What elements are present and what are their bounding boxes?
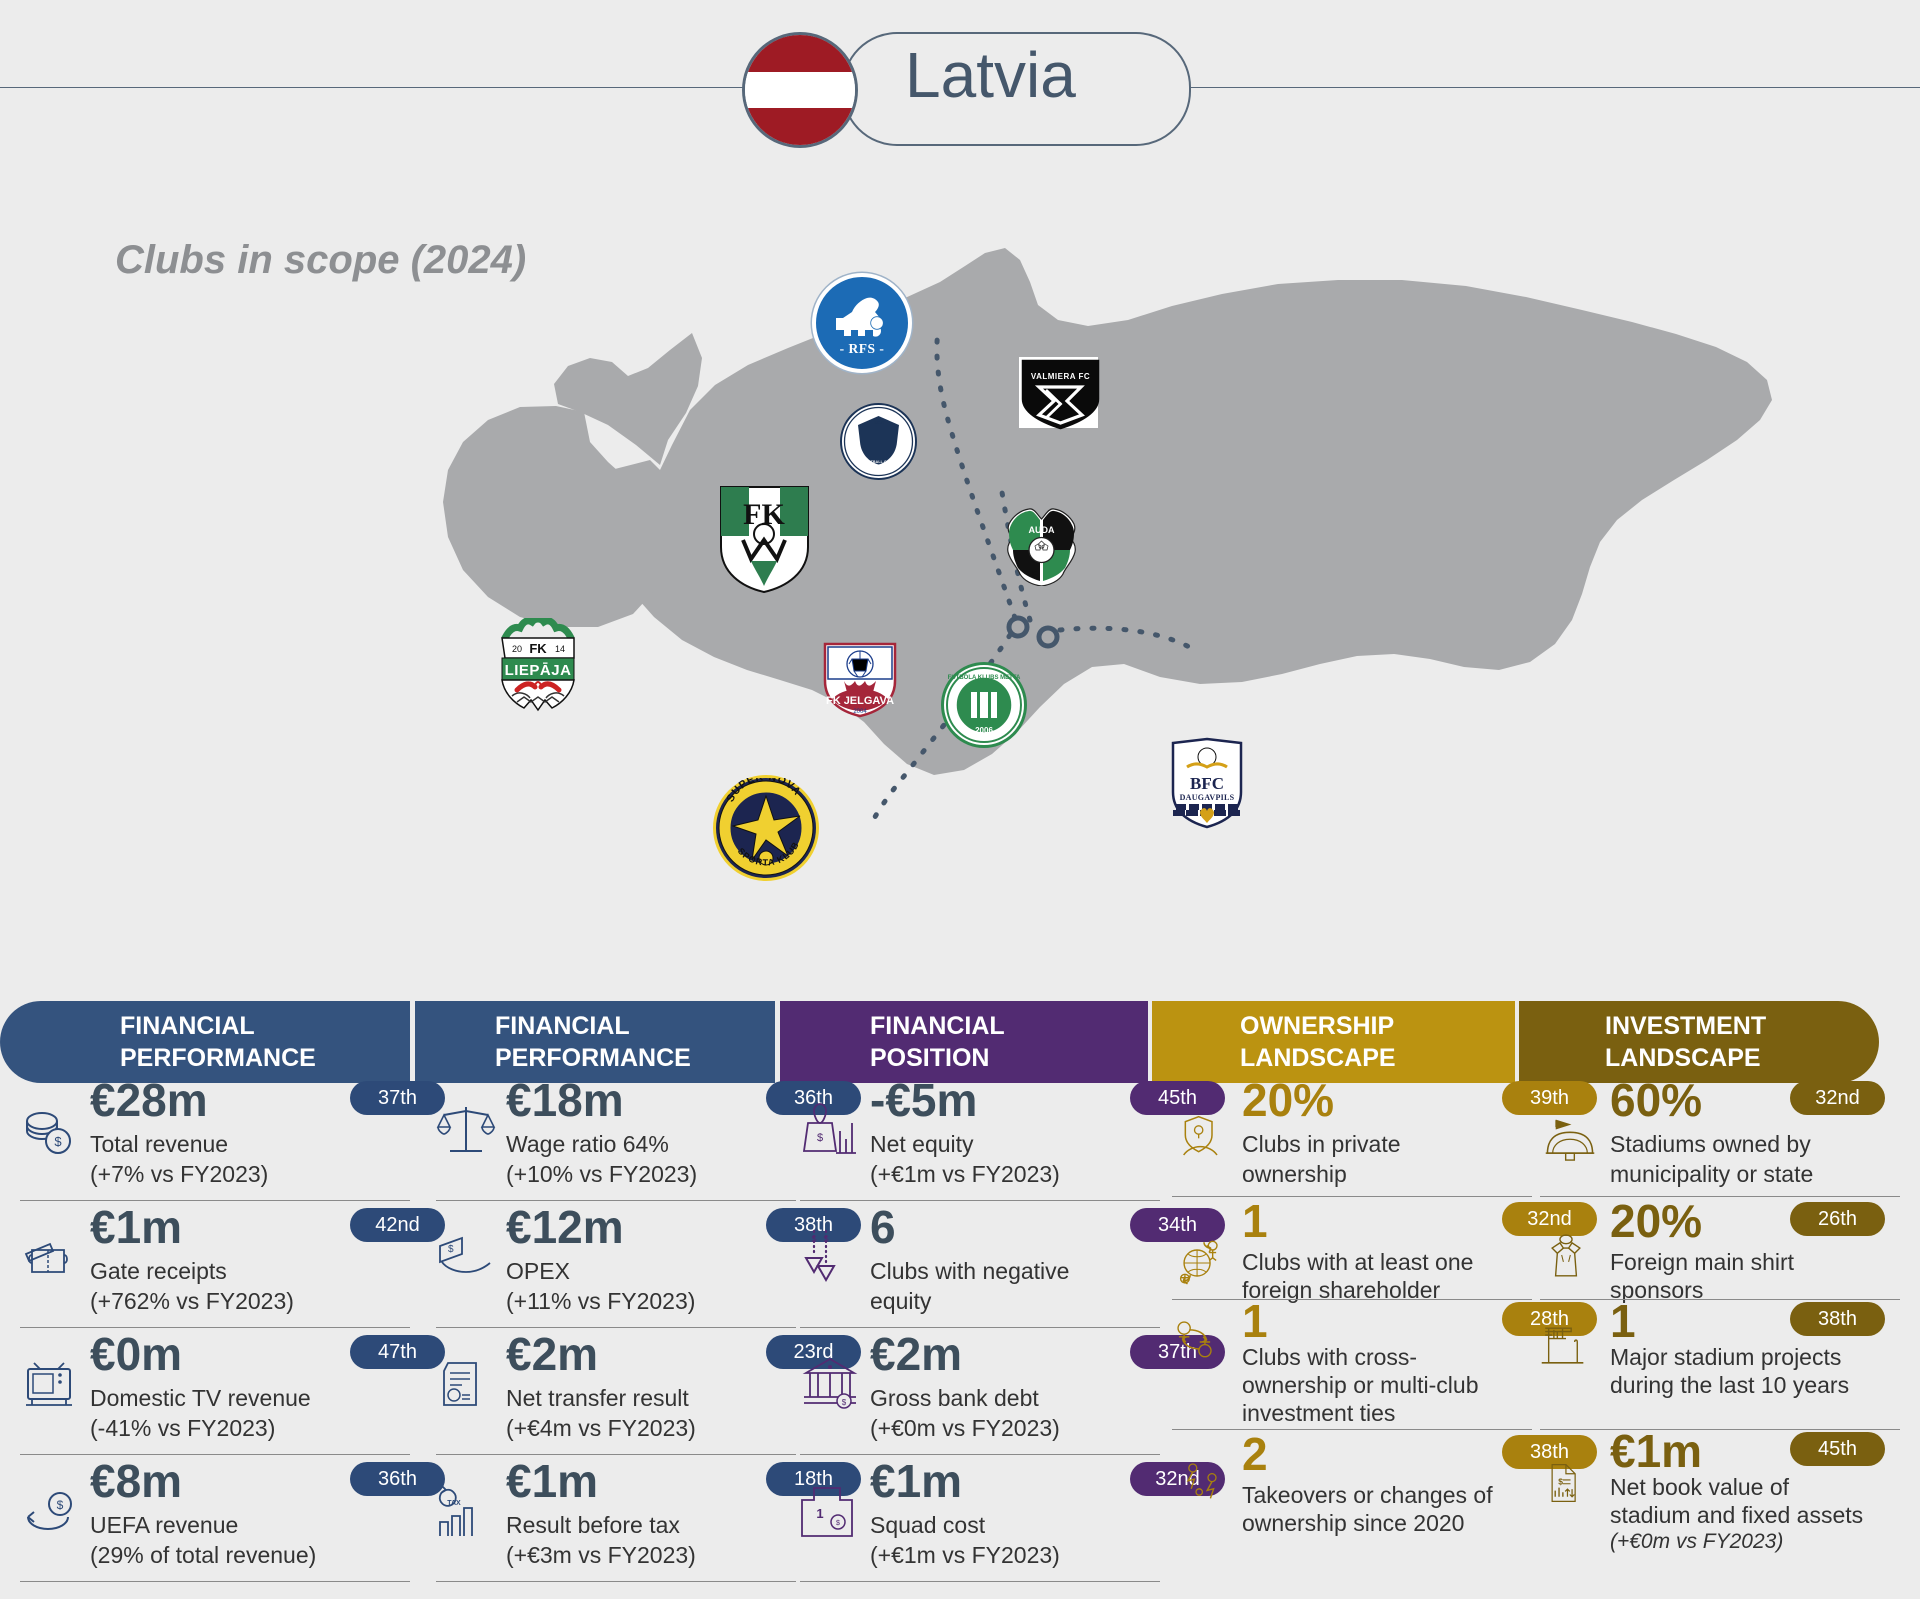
svg-text:FUTBOLA KLUBS METTA: FUTBOLA KLUBS METTA <box>948 675 1021 681</box>
svg-text:AUDA: AUDA <box>1029 525 1055 535</box>
svg-text:$: $ <box>57 1498 64 1512</box>
svg-text:$: $ <box>842 1398 847 1407</box>
svg-text:$: $ <box>54 1134 62 1149</box>
svg-text:RIGA: RIGA <box>873 420 884 425</box>
svg-text:FK JELGAVA: FK JELGAVA <box>826 695 894 707</box>
svg-text:- RFS -: - RFS - <box>840 341 885 356</box>
svg-text:14: 14 <box>555 644 565 654</box>
svg-text:$: $ <box>817 1132 823 1144</box>
svg-text:1: 1 <box>816 1506 823 1521</box>
svg-text:VALMIERA FC: VALMIERA FC <box>1031 372 1090 381</box>
svg-text:LIEPĀJA: LIEPĀJA <box>505 662 572 679</box>
svg-text:$: $ <box>448 1244 454 1255</box>
svg-text:FOOTBALL CLUB: FOOTBALL CLUB <box>863 460 895 464</box>
svg-text:20: 20 <box>512 644 522 654</box>
svg-text:DAUGAVPILS: DAUGAVPILS <box>1180 793 1235 802</box>
svg-text:K: K <box>1046 570 1052 579</box>
svg-text:$: $ <box>823 1234 828 1244</box>
svg-text:2004: 2004 <box>853 709 867 715</box>
svg-text:2006: 2006 <box>975 726 993 735</box>
svg-text:$: $ <box>836 1520 840 1527</box>
svg-text:$: $ <box>811 1234 816 1244</box>
svg-text:F: F <box>1032 570 1037 579</box>
svg-text:TAX: TAX <box>447 1500 461 1507</box>
svg-text:$: $ <box>1558 1477 1563 1487</box>
svg-text:BFC: BFC <box>1190 774 1224 793</box>
svg-text:FK: FK <box>529 641 547 656</box>
